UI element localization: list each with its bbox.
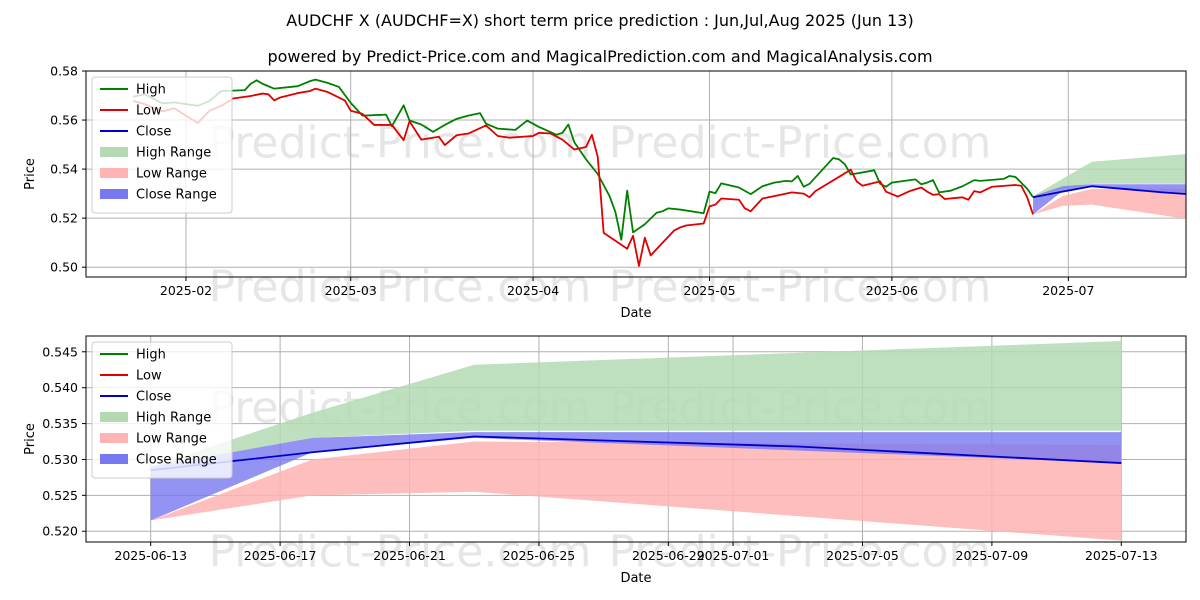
y-axis-label: Price: [23, 423, 38, 455]
high-range-band: [150, 341, 1122, 467]
y-tick-label: 0.525: [42, 488, 78, 503]
legend-label-low: Low: [136, 104, 162, 119]
watermark-text: Predict-Price.com: [609, 118, 992, 169]
legend-label-low-range: Low Range: [136, 167, 207, 182]
y-tick-label: 0.58: [50, 64, 78, 79]
low-range-band: [1033, 188, 1186, 219]
y-tick-label: 0.56: [50, 113, 78, 128]
plot-frame: [85, 335, 1187, 543]
y-tick-label: 0.540: [42, 380, 78, 395]
x-tick-label: 2025-02: [160, 283, 212, 298]
y-tick-label: 0.520: [42, 524, 78, 539]
x-axis-label: Date: [620, 306, 651, 321]
x-tick-label: 2025-07-09: [956, 548, 1029, 563]
legend-swatch-close-range: [100, 189, 128, 199]
y-tick-label: 0.52: [50, 211, 78, 226]
watermark-text: Predict-Price.com: [209, 527, 592, 578]
y-axis-label: Price: [23, 158, 38, 190]
legend-label-high-range: High Range: [136, 146, 211, 161]
low-range-band: [150, 441, 1122, 541]
watermark-text: Predict-Price.com: [209, 262, 592, 313]
legend-swatch-high-range: [100, 147, 128, 157]
y-tick-label: 0.54: [50, 162, 78, 177]
legend-label-close: Close: [136, 390, 171, 405]
x-tick-label: 2025-06: [866, 283, 918, 298]
x-tick-label: 2025-07-05: [826, 548, 899, 563]
close-series-line: [150, 435, 1122, 472]
chart-title: AUDCHF X (AUDCHF=X) short term price pre…: [286, 11, 913, 30]
legend-label-high: High: [136, 83, 166, 98]
plot-area: [150, 341, 1122, 541]
high-range-band: [1033, 154, 1186, 197]
top-panel: Predict-Price.com Predict-Price.com Predic…: [23, 64, 1187, 321]
x-tick-label: 2025-06-21: [373, 548, 446, 563]
watermark-text: Predict-Price.com: [609, 262, 992, 313]
low-series-line: [132, 87, 1034, 267]
x-tick-label: 2025-07-01: [697, 548, 770, 563]
bottom-panel: Predict-Price.comPredict-Price.comPredic…: [23, 335, 1187, 586]
legend-label-low-range: Low Range: [136, 432, 207, 447]
y-tick-label: 0.530: [42, 452, 78, 467]
legend-swatch-low-range: [100, 433, 128, 443]
legend-label-high-range: High Range: [136, 411, 211, 426]
y-tick-label: 0.535: [42, 416, 78, 431]
x-tick-label: 2025-07-13: [1085, 548, 1158, 563]
legend-swatch-high-range: [100, 412, 128, 422]
watermark-text: Predict-Price.com: [209, 118, 592, 169]
legend-swatch-low-range: [100, 168, 128, 178]
legend-swatch-close-range: [100, 454, 128, 464]
plot-frame: [85, 70, 1187, 278]
high-series-line: [132, 78, 1034, 241]
legend-label-close-range: Close Range: [136, 188, 217, 203]
close-series-line: [1032, 185, 1186, 199]
close-range-band: [150, 432, 1122, 521]
y-tick-label: 0.50: [50, 260, 78, 275]
y-tick-label: 0.545: [42, 344, 78, 359]
x-tick-label: 2025-06-17: [244, 548, 317, 563]
close-range-band: [1033, 184, 1186, 215]
legend-label-close: Close: [136, 125, 171, 140]
x-axis-label: Date: [620, 571, 651, 586]
x-tick-label: 2025-06-13: [114, 548, 187, 563]
watermark-text: Predict-Price.com: [609, 527, 992, 578]
legend-label-low: Low: [136, 369, 162, 384]
plot-area: [132, 78, 1186, 267]
x-tick-label: 2025-04: [507, 283, 559, 298]
legend-label-close-range: Close Range: [136, 453, 217, 468]
x-tick-label: 2025-03: [325, 283, 377, 298]
legend: High Low Close High Range Low Range Close Ran…: [91, 341, 233, 479]
x-tick-label: 2025-06-25: [503, 548, 576, 563]
chart-subtitle: powered by Predict-Price.com and Magical…: [267, 47, 932, 66]
x-tick-label: 2025-07: [1042, 283, 1094, 298]
legend-label-high: High: [136, 348, 166, 363]
x-tick-label: 2025-05: [683, 283, 735, 298]
x-tick-label: 2025-06-29: [632, 548, 705, 563]
legend: High Low Close High Range Low Range Close Ran…: [91, 76, 233, 214]
